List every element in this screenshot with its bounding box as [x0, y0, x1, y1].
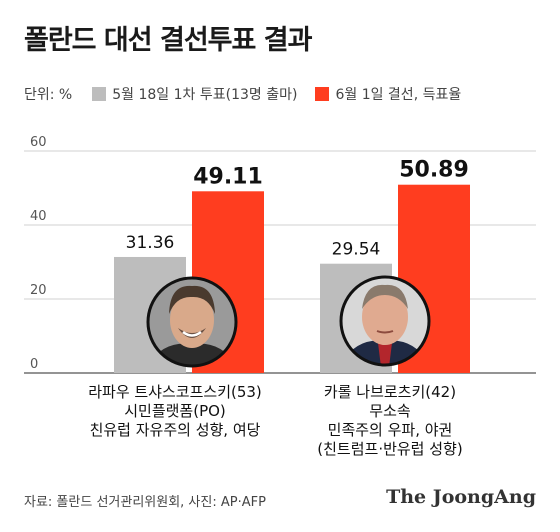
y-tick-label: 0 — [30, 357, 38, 372]
legend-swatch-first-round — [92, 87, 107, 101]
legend-label-runoff: 6월 1일 결선, 득표율 — [335, 87, 462, 103]
y-tick-label: 60 — [30, 135, 47, 150]
data-label: 31.36 — [126, 233, 175, 253]
candidate-desc: 민족주의 우파, 야권 — [327, 421, 453, 439]
candidate-name: 라파우 트샤스코프스키(53) — [88, 383, 262, 401]
candidate-label-1: 카롤 나브로츠키(42) 무소속 민족주의 우파, 야권 (친트럼프·반유럽 성… — [265, 383, 515, 459]
candidate-name: 카롤 나브로츠키(42) — [323, 383, 457, 401]
source-note: 자료: 폴란드 선거관리위원회, 사진: AP·AFP — [24, 495, 266, 510]
candidate-desc: 친유럽 자유주의 성향, 여당 — [89, 421, 261, 439]
legend-item-first-round: 5월 18일 1차 투표(13명 출마) — [92, 84, 297, 104]
chart-title: 폴란드 대선 결선투표 결과 — [24, 25, 312, 56]
legend-item-runoff: 6월 1일 결선, 득표율 — [315, 84, 461, 104]
candidate-photo-1 — [339, 275, 431, 367]
y-tick-label: 40 — [30, 209, 47, 224]
candidate-party: 시민플랫폼(PO) — [124, 402, 226, 420]
candidate-party: 무소속 — [369, 402, 411, 420]
candidate-label-0: 라파우 트샤스코프스키(53) 시민플랫폼(PO) 친유럽 자유주의 성향, 여… — [50, 383, 300, 440]
candidate-note: (친트럼프·반유럽 성향) — [317, 440, 463, 458]
candidate-photo-0 — [146, 276, 238, 368]
data-label: 49.11 — [193, 164, 263, 189]
unit-label: 단위: % — [24, 87, 73, 103]
y-tick-label: 20 — [30, 283, 47, 298]
legend: 단위: % 5월 18일 1차 투표(13명 출마) 6월 1일 결선, 득표율 — [24, 84, 479, 104]
data-label: 29.54 — [332, 240, 381, 260]
data-label: 50.89 — [399, 158, 469, 183]
brand-logo: The JoongAng — [386, 486, 536, 508]
legend-label-first-round: 5월 18일 1차 투표(13명 출마) — [112, 87, 298, 103]
legend-swatch-runoff — [315, 87, 330, 101]
